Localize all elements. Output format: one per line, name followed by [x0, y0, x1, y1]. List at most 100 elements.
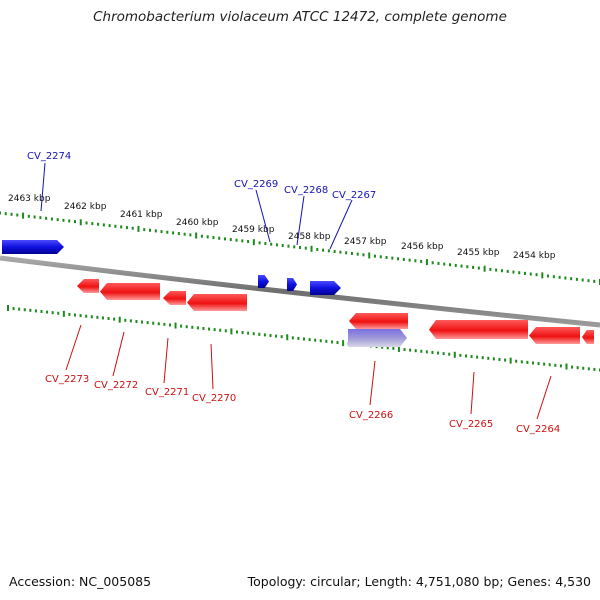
lower-minor-tick	[196, 326, 199, 330]
upper-minor-tick	[489, 267, 492, 271]
gene-label-cv-2273: CV_2273	[45, 374, 89, 385]
gene-cv-2267	[310, 281, 341, 295]
upper-minor-tick	[102, 223, 105, 227]
lower-minor-tick	[185, 325, 188, 329]
upper-major-tick	[195, 232, 198, 239]
lower-minor-tick	[487, 356, 490, 360]
upper-minor-tick	[218, 236, 221, 240]
lower-minor-tick	[101, 316, 104, 320]
kbp-tick-label: 2455 kbp	[457, 248, 500, 258]
upper-minor-tick	[454, 263, 457, 267]
lower-minor-tick	[113, 317, 116, 321]
lower-minor-tick	[23, 308, 26, 312]
kbp-tick-label: 2463 kbp	[8, 194, 51, 204]
upper-minor-tick	[420, 259, 423, 263]
lower-minor-tick	[129, 319, 132, 323]
gene-cv-2266	[349, 313, 408, 329]
lower-minor-tick	[90, 315, 93, 319]
upper-major-tick	[252, 239, 255, 246]
lower-minor-tick	[576, 366, 579, 370]
upper-minor-tick	[62, 218, 65, 222]
upper-tick-track	[0, 211, 600, 285]
upper-minor-tick	[0, 211, 1, 215]
lower-minor-tick	[258, 332, 261, 336]
lower-minor-tick	[168, 323, 171, 327]
lower-minor-tick	[46, 310, 49, 314]
upper-minor-tick	[247, 240, 250, 244]
lower-minor-tick	[275, 334, 278, 338]
lower-major-tick	[342, 340, 345, 347]
gene-label-cv-2270: CV_2270	[192, 393, 236, 404]
upper-minor-tick	[131, 226, 134, 230]
upper-minor-tick	[466, 265, 469, 269]
upper-minor-tick	[33, 215, 36, 219]
leader-line	[40, 162, 46, 212]
leader-line	[65, 324, 82, 371]
lower-minor-tick	[208, 327, 211, 331]
gene-features	[2, 240, 594, 347]
upper-minor-tick	[143, 228, 146, 232]
kbp-tick-label: 2461 kbp	[120, 210, 163, 220]
upper-minor-tick	[460, 264, 463, 268]
gene-cv-2269	[258, 275, 269, 288]
upper-minor-tick	[408, 258, 411, 262]
lower-minor-tick	[330, 340, 333, 344]
lower-minor-tick	[79, 314, 82, 318]
lower-minor-tick	[157, 322, 160, 326]
lower-minor-tick	[325, 339, 328, 343]
upper-minor-tick	[56, 218, 59, 222]
upper-minor-tick	[385, 255, 388, 259]
upper-minor-tick	[564, 276, 567, 280]
gene-cv-2273	[77, 279, 99, 293]
lower-minor-tick	[191, 325, 194, 329]
gene-label-cv-2267: CV_2267	[332, 190, 376, 201]
upper-minor-tick	[327, 249, 330, 253]
lower-minor-tick	[291, 336, 294, 340]
upper-minor-tick	[304, 246, 307, 250]
upper-minor-tick	[518, 271, 521, 275]
upper-minor-tick	[345, 251, 348, 255]
upper-minor-tick	[437, 261, 440, 265]
upper-minor-tick	[172, 231, 175, 235]
lower-minor-tick	[314, 338, 317, 342]
upper-minor-tick	[177, 232, 180, 236]
lower-major-tick	[565, 363, 568, 370]
upper-minor-tick	[449, 263, 451, 267]
gene-label-cv-2272: CV_2272	[94, 380, 138, 391]
genome-backbone	[0, 255, 600, 328]
lower-minor-tick	[241, 331, 244, 335]
upper-minor-tick	[570, 277, 573, 281]
lower-minor-tick	[269, 333, 272, 337]
lower-minor-tick	[504, 358, 507, 362]
upper-minor-tick	[500, 269, 503, 273]
upper-minor-tick	[356, 252, 359, 256]
lower-minor-tick	[431, 350, 434, 354]
topology-text: Topology: circular; Length: 4,751,080 bp…	[247, 574, 591, 589]
lower-major-tick	[509, 357, 512, 364]
leader-line	[369, 360, 376, 406]
upper-major-tick	[79, 219, 82, 226]
lower-minor-tick	[559, 364, 562, 368]
lower-minor-tick	[152, 321, 155, 325]
upper-minor-tick	[477, 266, 480, 270]
upper-minor-tick	[206, 235, 209, 239]
lower-minor-tick	[235, 330, 238, 334]
upper-minor-tick	[166, 230, 169, 234]
upper-major-tick	[310, 245, 313, 252]
lower-minor-tick	[308, 338, 311, 342]
leader-line	[329, 199, 353, 250]
upper-minor-tick	[114, 224, 117, 228]
upper-minor-tick	[91, 222, 94, 226]
lower-minor-tick	[571, 365, 574, 369]
kbp-tick-label: 2459 kbp	[232, 225, 275, 235]
upper-minor-tick	[495, 268, 498, 272]
lower-major-tick	[230, 328, 233, 335]
lower-tick-track	[7, 305, 600, 372]
kbp-tick-label: 2458 kbp	[288, 232, 331, 242]
upper-minor-tick	[397, 257, 400, 261]
lower-minor-tick	[180, 324, 183, 328]
lower-minor-tick	[68, 312, 71, 316]
lower-major-tick	[397, 345, 400, 352]
lower-minor-tick	[459, 353, 462, 357]
